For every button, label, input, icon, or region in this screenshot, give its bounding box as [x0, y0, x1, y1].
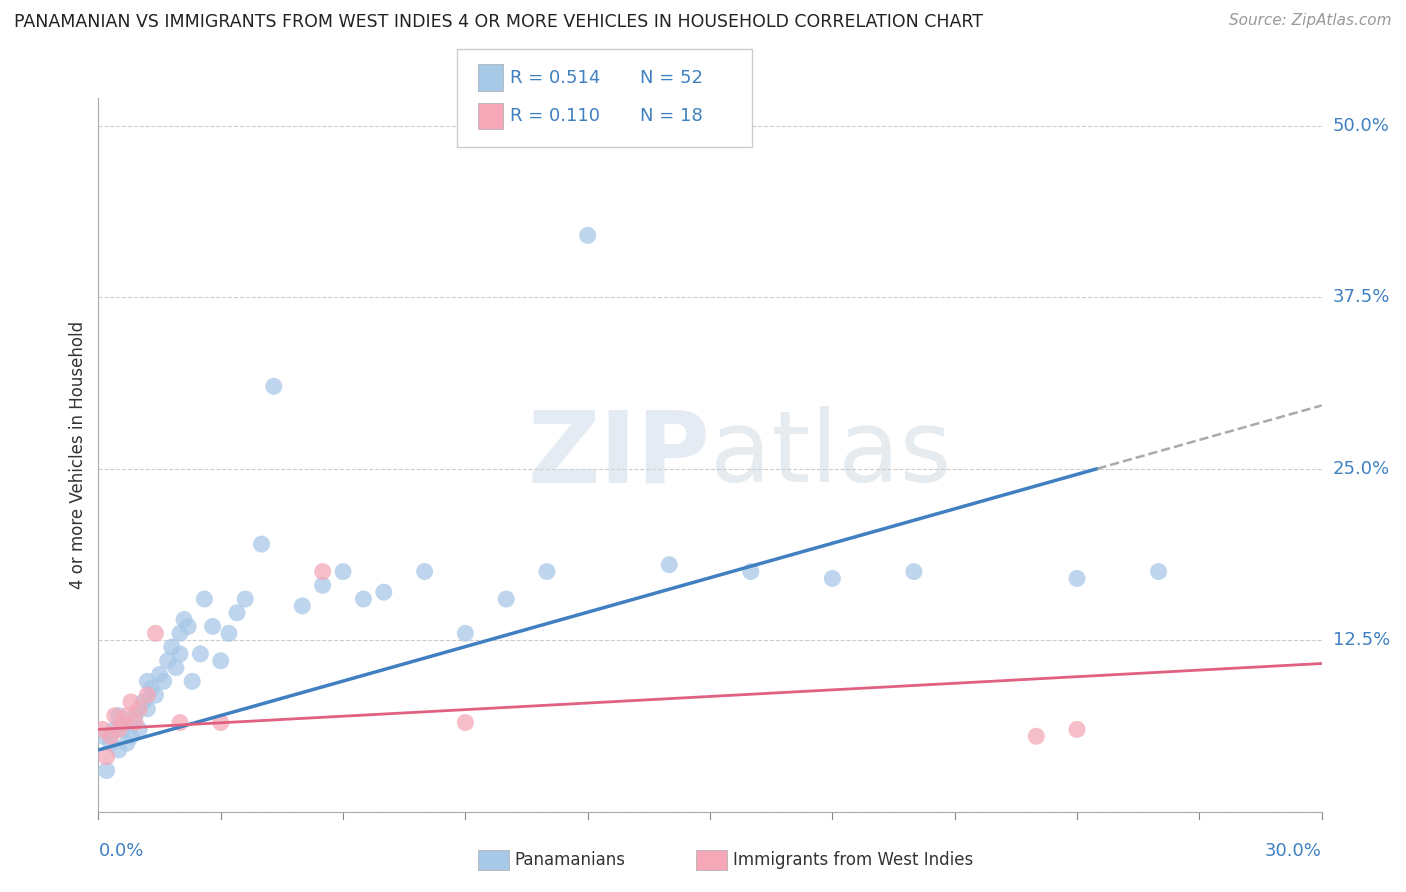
Point: [108, 708, 131, 723]
Point: [1066, 571, 1088, 585]
Point: [352, 592, 374, 607]
Point: [100, 729, 122, 743]
Point: [291, 599, 314, 613]
Point: [149, 667, 172, 681]
Point: [536, 565, 558, 579]
Point: [145, 688, 167, 702]
Point: [193, 592, 215, 607]
Point: [312, 578, 335, 592]
Text: N = 18: N = 18: [640, 107, 703, 125]
Point: [111, 715, 134, 730]
Point: [111, 723, 134, 737]
Point: [128, 702, 150, 716]
Point: [91, 723, 114, 737]
Point: [120, 729, 142, 743]
Point: [1147, 565, 1170, 579]
Point: [115, 715, 138, 730]
Point: [413, 565, 436, 579]
Point: [136, 702, 159, 716]
Point: [233, 592, 256, 607]
Text: ZIP: ZIP: [527, 407, 710, 503]
Text: atlas: atlas: [710, 407, 952, 503]
Point: [218, 626, 240, 640]
Point: [576, 228, 599, 243]
Point: [332, 565, 354, 579]
Point: [495, 592, 517, 607]
Point: [454, 715, 477, 730]
Point: [1066, 723, 1088, 737]
Point: [104, 723, 127, 737]
Text: 12.5%: 12.5%: [1333, 632, 1391, 649]
Text: R = 0.110: R = 0.110: [510, 107, 600, 125]
Point: [181, 674, 204, 689]
Text: PANAMANIAN VS IMMIGRANTS FROM WEST INDIES 4 OR MORE VEHICLES IN HOUSEHOLD CORREL: PANAMANIAN VS IMMIGRANTS FROM WEST INDIE…: [14, 13, 983, 31]
Point: [373, 585, 395, 599]
Point: [201, 619, 224, 633]
Text: 0.0%: 0.0%: [98, 842, 143, 860]
Point: [120, 695, 142, 709]
Point: [145, 626, 167, 640]
Point: [115, 736, 138, 750]
Text: N = 52: N = 52: [640, 69, 703, 87]
Text: 50.0%: 50.0%: [1333, 117, 1389, 135]
Text: Panamanians: Panamanians: [515, 851, 626, 869]
Point: [108, 723, 131, 737]
Point: [124, 708, 146, 723]
Y-axis label: 4 or more Vehicles in Household: 4 or more Vehicles in Household: [69, 321, 87, 589]
Point: [152, 674, 174, 689]
Point: [173, 613, 195, 627]
Point: [1025, 729, 1047, 743]
Point: [209, 715, 232, 730]
Text: 25.0%: 25.0%: [1333, 459, 1391, 477]
Point: [250, 537, 273, 551]
Point: [104, 708, 127, 723]
Point: [658, 558, 681, 572]
Point: [209, 654, 232, 668]
Point: [115, 708, 138, 723]
Point: [188, 647, 212, 661]
Point: [169, 647, 191, 661]
Point: [100, 736, 122, 750]
Point: [263, 379, 285, 393]
Text: 30.0%: 30.0%: [1265, 842, 1322, 860]
Point: [169, 626, 191, 640]
Point: [136, 688, 159, 702]
Point: [91, 729, 114, 743]
Point: [740, 565, 762, 579]
Text: Source: ZipAtlas.com: Source: ZipAtlas.com: [1229, 13, 1392, 29]
Point: [96, 764, 118, 778]
Point: [156, 654, 179, 668]
Point: [165, 660, 187, 674]
Point: [226, 606, 249, 620]
Text: Immigrants from West Indies: Immigrants from West Indies: [733, 851, 973, 869]
Point: [160, 640, 183, 654]
Point: [108, 743, 131, 757]
Point: [132, 695, 155, 709]
Point: [128, 723, 150, 737]
Point: [136, 674, 159, 689]
Point: [903, 565, 925, 579]
Point: [169, 715, 191, 730]
Text: R = 0.514: R = 0.514: [510, 69, 600, 87]
Point: [96, 749, 118, 764]
Point: [312, 565, 335, 579]
Point: [177, 619, 200, 633]
Point: [454, 626, 477, 640]
Point: [141, 681, 163, 696]
Point: [821, 571, 844, 585]
Point: [124, 715, 146, 730]
Text: 37.5%: 37.5%: [1333, 288, 1391, 306]
